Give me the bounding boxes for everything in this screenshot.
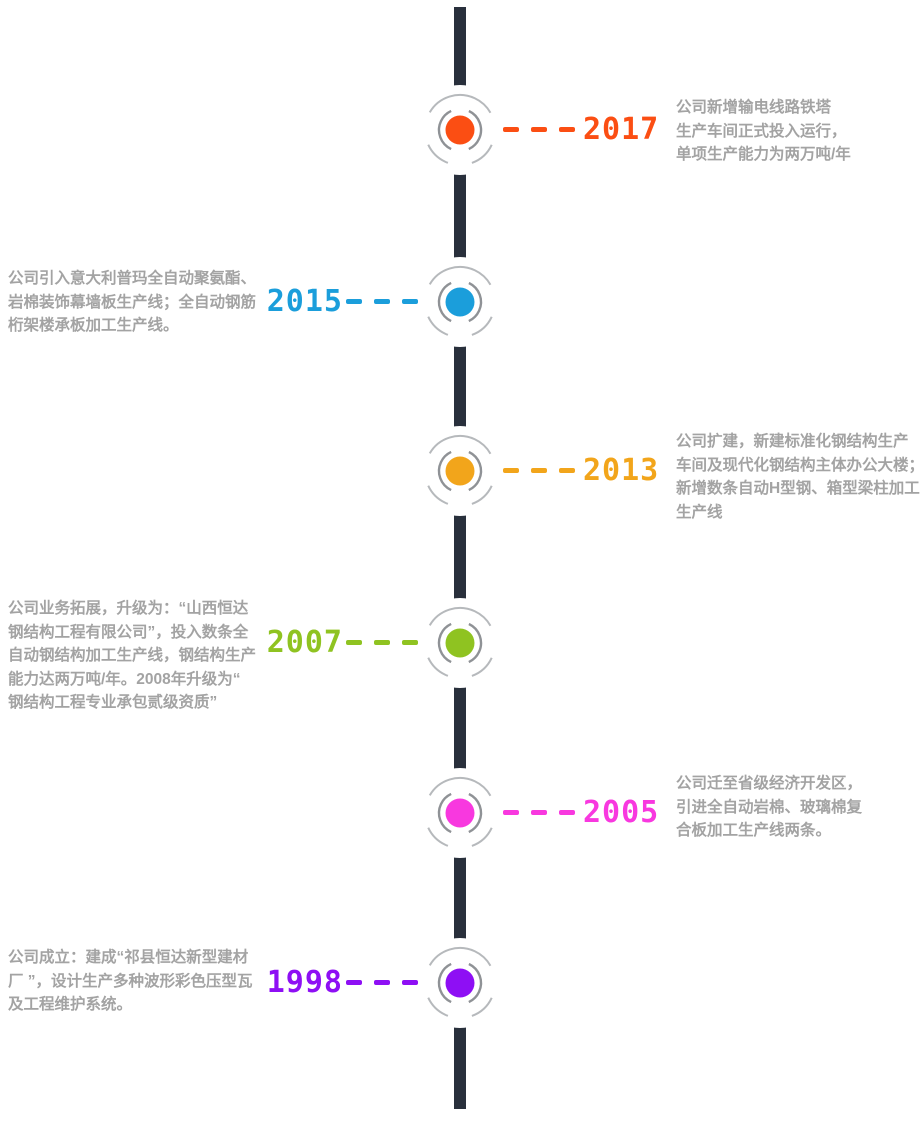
year-label: 2013 — [583, 453, 660, 488]
timeline-node — [415, 426, 505, 516]
node-rings-icon — [415, 257, 505, 347]
connector-dashes — [346, 980, 418, 985]
dash — [503, 127, 519, 132]
connector-dashes — [346, 299, 418, 304]
dash — [531, 127, 547, 132]
dash — [346, 640, 362, 645]
dash — [559, 468, 575, 473]
node-rings-icon — [415, 426, 505, 516]
dash — [374, 980, 390, 985]
dash — [346, 980, 362, 985]
year-label: 2017 — [583, 112, 660, 147]
dash — [402, 980, 418, 985]
node-dot — [445, 115, 475, 145]
dash — [374, 299, 390, 304]
event-description: 公司新增输电线路铁塔 生产车间正式投入运行， 单项生产能力为两万吨/年 — [676, 99, 851, 163]
connector-dashes — [346, 640, 418, 645]
dash — [402, 299, 418, 304]
node-dot — [445, 628, 475, 658]
dash — [531, 468, 547, 473]
connector-dashes — [503, 810, 575, 815]
event-description: 公司迁至省级经济开发区， 引进全自动岩棉、玻璃棉复 合板加工生产线两条。 — [676, 775, 863, 839]
event-description: 公司成立：建成“祁县恒达新型建材 厂 ”，设计生产多种波形彩色压型瓦 及工程维护… — [8, 949, 253, 1013]
dash — [531, 810, 547, 815]
node-dot — [445, 798, 475, 828]
timeline-node — [415, 598, 505, 688]
dash — [503, 468, 519, 473]
connector-dashes — [503, 127, 575, 132]
year-label: 2005 — [583, 795, 660, 830]
timeline-node — [415, 768, 505, 858]
node-rings-icon — [415, 85, 505, 175]
connector-dashes — [503, 468, 575, 473]
year-label: 2015 — [266, 284, 343, 319]
year-label: 1998 — [266, 965, 343, 1000]
event-description: 公司业务拓展，升级为：“山西恒达 钢结构工程有限公司”，投入数条全 自动钢结构加… — [8, 600, 257, 711]
event-description: 公司扩建，新建标准化钢结构生产 车间及现代化钢结构主体办公大楼； 新增数条自动H… — [676, 433, 920, 521]
node-rings-icon — [415, 938, 505, 1028]
node-dot — [445, 968, 475, 998]
timeline-node — [415, 938, 505, 1028]
timeline-node — [415, 257, 505, 347]
node-dot — [445, 287, 475, 317]
dash — [374, 640, 390, 645]
event-description: 公司引入意大利普玛全自动聚氨酯、 岩棉装饰幕墙板生产线；全自动钢筋 桁架楼承板加… — [8, 270, 257, 334]
node-rings-icon — [415, 768, 505, 858]
dash — [559, 810, 575, 815]
timeline-node — [415, 85, 505, 175]
dash — [559, 127, 575, 132]
dash — [503, 810, 519, 815]
dash — [402, 640, 418, 645]
dash — [346, 299, 362, 304]
node-rings-icon — [415, 598, 505, 688]
year-label: 2007 — [266, 625, 343, 660]
node-dot — [445, 456, 475, 486]
